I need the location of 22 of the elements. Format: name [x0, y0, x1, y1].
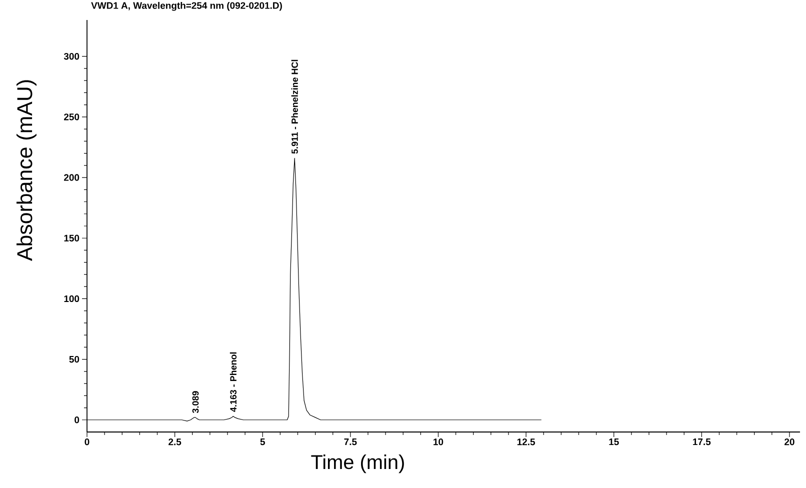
- x-axis-title: Time (min): [311, 454, 404, 474]
- x-tick-label: 10: [434, 438, 444, 446]
- annotation: 5.911 - Phenelzine HCl: [291, 60, 298, 154]
- x-tick-label: 17.5: [693, 438, 711, 446]
- y-tick-label: 150: [64, 234, 80, 242]
- x-tick-label: 7.5: [344, 438, 357, 446]
- x-tick-label: 2.5: [168, 438, 182, 446]
- x-tick-label: 5: [260, 438, 265, 446]
- y-tick-label: 200: [64, 174, 80, 181]
- y-tick-label: 300: [64, 52, 80, 60]
- x-tick-label: 0: [84, 438, 90, 446]
- x-tick-label: 12.5: [517, 438, 535, 446]
- annotation: 3.089: [192, 391, 199, 414]
- y-tick-label: 0: [74, 416, 80, 424]
- y-tick-label: 100: [64, 295, 80, 302]
- y-tick-label: 250: [64, 114, 80, 120]
- x-tick-label: 15: [609, 438, 619, 446]
- annotation: 4.163 - Phenol: [230, 352, 237, 412]
- y-tick-label: 50: [69, 356, 80, 363]
- x-tick-label: 20: [784, 438, 794, 446]
- y-axis-title: Absorbance (mAU): [16, 80, 36, 261]
- chart-title: VWD1 A, Wavelength=254 nm (092-0201.D): [91, 2, 282, 11]
